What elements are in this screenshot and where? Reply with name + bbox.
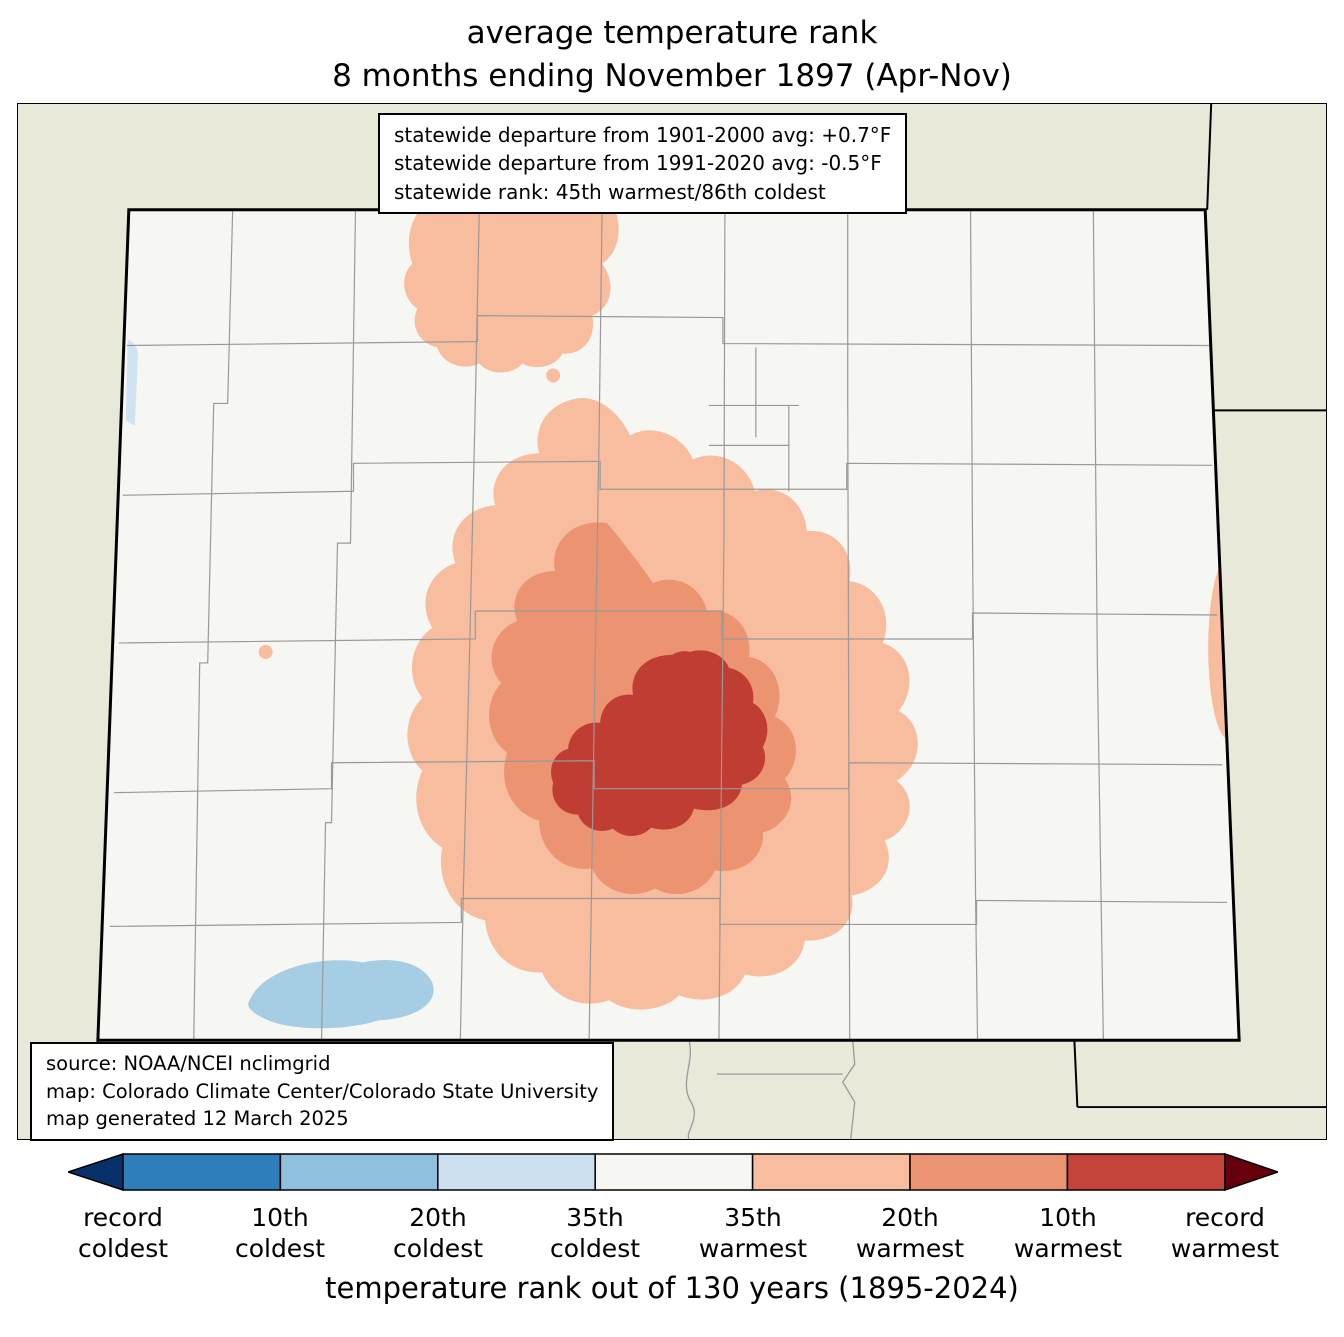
county-line: [122, 460, 1213, 496]
source-line1: source: NOAA/NCEI nclimgrid: [46, 1052, 331, 1075]
warm-area-north: [404, 209, 619, 373]
figure-title: average temperature rank 8 months ending…: [0, 12, 1344, 98]
county-line: [193, 209, 234, 1041]
legend-label-text: warmest: [855, 1234, 965, 1264]
source-box: source: NOAA/NCEI nclimgrid map: Colorad…: [30, 1042, 615, 1142]
county-line: [126, 314, 1210, 347]
legend-label-text: 35th: [724, 1203, 782, 1232]
legend-label-text: coldest: [549, 1234, 641, 1264]
legend-label-20th-coldest: 20th coldest: [358, 1202, 518, 1265]
source-line2: map: Colorado Climate Center/Colorado St…: [46, 1079, 599, 1103]
stats-line1: statewide departure from 1901-2000 avg: …: [394, 123, 892, 147]
legend-label-record-warmest: record warmest: [1145, 1202, 1305, 1265]
legend-label-text: warmest: [1170, 1234, 1280, 1264]
colorbar-segment-35th-warmest: [751, 1153, 911, 1191]
county-boundaries: [109, 209, 1228, 1041]
county-line: [847, 209, 851, 1041]
county-line: [459, 209, 480, 1041]
colorbar-segment-neutral: [594, 1153, 754, 1191]
warm-area-core: [551, 650, 768, 836]
statewide-stats-box: statewide departure from 1901-2000 avg: …: [378, 113, 908, 215]
warm-speck-west: [258, 644, 273, 659]
colorbar-caption: temperature rank out of 130 years (1895-…: [325, 1271, 1019, 1305]
legend-label-record-coldest: record coldest: [43, 1202, 203, 1265]
cold-area-south: [248, 960, 434, 1029]
legend-label-text: 35th: [566, 1203, 624, 1232]
colorado-rank-map: [18, 104, 1326, 1139]
colorbar-segment-20th-warmest: [909, 1153, 1069, 1191]
gray-boundary-line: [685, 1040, 695, 1139]
legend-label-10th-warmest: 10th warmest: [988, 1202, 1148, 1265]
legend-label-text: record: [83, 1203, 163, 1232]
stats-line3: statewide rank: 45th warmest/86th coldes…: [394, 179, 826, 204]
rank-colorbar: [68, 1153, 1278, 1191]
county-line: [969, 209, 979, 1041]
warm-speck-north: [546, 368, 561, 383]
colorbar-segment-20th-coldest: [279, 1153, 439, 1191]
legend-label-text: warmest: [698, 1234, 808, 1264]
colorbar-arrow-record-warmest: [1224, 1153, 1278, 1191]
colorbar-segment-10th-coldest: [122, 1153, 282, 1191]
legend-label-text: coldest: [234, 1234, 326, 1264]
county-line: [1092, 209, 1104, 1041]
legend-label-20th-warmest: 20th warmest: [830, 1202, 990, 1265]
map-frame: statewide departure from 1901-2000 avg: …: [17, 103, 1327, 1142]
legend-label-text: coldest: [77, 1234, 169, 1264]
legend-label-text: 10th: [251, 1203, 309, 1232]
legend-label-35th-coldest: 35th coldest: [515, 1202, 675, 1265]
county-line: [113, 760, 1223, 794]
anomaly-regions: [125, 209, 1240, 1029]
legend-label-text: record: [1185, 1203, 1265, 1232]
title-line2: 8 months ending November 1897 (Apr-Nov): [332, 57, 1012, 94]
colorbar-arrow-record-coldest: [68, 1153, 124, 1191]
legend-label-text: coldest: [392, 1234, 484, 1264]
county-line: [109, 897, 1228, 928]
county-line: [118, 610, 1218, 644]
legend-label-text: 20th: [409, 1203, 467, 1232]
county-line: [320, 209, 357, 1041]
neighbor-gray-boundaries: [685, 1040, 856, 1139]
gray-boundary-line: [841, 1040, 856, 1139]
source-line3: map generated 12 March 2025: [46, 1107, 349, 1131]
legend-label-text: 20th: [881, 1203, 939, 1232]
county-line: [718, 209, 726, 1041]
legend-label-text: warmest: [1013, 1234, 1123, 1264]
legend-label-35th-warmest: 35th warmest: [673, 1202, 833, 1265]
legend-label-text: 10th: [1039, 1203, 1097, 1232]
county-line: [588, 209, 603, 1041]
state-border-line: [1073, 1040, 1079, 1108]
state-border-line: [1206, 104, 1213, 210]
colorbar-segment-35th-coldest: [437, 1153, 596, 1191]
colorbar-segment-10th-warmest: [1066, 1153, 1226, 1191]
title-line1: average temperature rank: [466, 15, 878, 51]
stats-line2: statewide departure from 1991-2020 avg: …: [394, 151, 882, 176]
cold-area-west-sliver: [125, 339, 139, 426]
legend-label-10th-coldest: 10th coldest: [200, 1202, 360, 1265]
